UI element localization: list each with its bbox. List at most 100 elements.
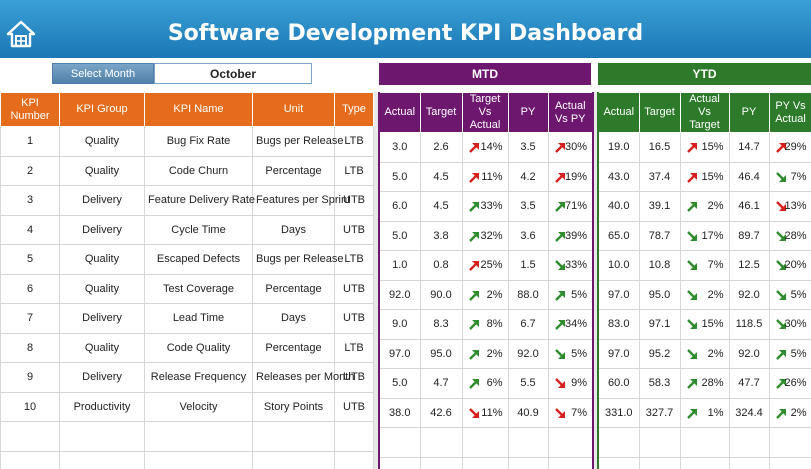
- kpi-type-cell: LTB: [334, 126, 374, 157]
- variance-cell: 5%: [547, 279, 594, 310]
- variance-cell: 20%: [768, 250, 811, 281]
- ytd-actual-cell: 40.0: [597, 191, 640, 222]
- mtd-target-cell: 95.0: [419, 338, 463, 369]
- table-row: 60.0 58.3 28% 47.7 26%: [597, 368, 811, 399]
- table-row: 5 Quality Escaped Defects Bugs per Release L…: [0, 244, 374, 275]
- arrow-up-right-icon: [468, 349, 479, 360]
- variance-cell: 5%: [547, 338, 594, 369]
- variance-cell: 33%: [461, 191, 509, 222]
- ytd-actual-cell: 19.0: [597, 132, 640, 163]
- variance-value: 25%: [480, 259, 503, 272]
- empty-cell: [597, 427, 640, 458]
- empty-cell: [638, 427, 681, 458]
- ytd-column-header: Actual Vs Target: [679, 92, 730, 133]
- kpi-name-cell: Test Coverage: [144, 273, 253, 304]
- arrow-down-right-icon: [686, 289, 697, 300]
- main-column-header: KPI Name: [144, 92, 253, 127]
- ytd-column-header: Actual: [597, 92, 640, 133]
- table-row: 43.0 37.4 15% 46.4 7%: [597, 161, 811, 192]
- variance-cell: 34%: [547, 309, 594, 340]
- arrow-down-right-icon: [554, 348, 565, 359]
- empty-row: [597, 427, 811, 458]
- kpi-type-cell: UTB: [334, 303, 374, 334]
- variance-value: 5%: [790, 288, 807, 301]
- table-row: 83.0 97.1 15% 118.5 30%: [597, 309, 811, 340]
- ytd-actual-cell: 10.0: [597, 250, 640, 281]
- arrow-up-right-icon: [554, 143, 565, 153]
- table-row: 92.0 90.0 2% 88.0 5%: [378, 279, 594, 310]
- arrow-up-right-icon: [686, 172, 697, 183]
- variance-cell: 32%: [461, 220, 509, 251]
- variance-value: 19%: [564, 170, 587, 183]
- ytd-actual-cell: 43.0: [597, 161, 640, 192]
- variance-cell: 2%: [461, 338, 509, 369]
- kpi-number-cell: 7: [0, 303, 60, 334]
- main-column-header: KPI Group: [59, 92, 145, 127]
- table-row: 10 Productivity Velocity Story Points UTB: [0, 391, 374, 422]
- variance-cell: 28%: [768, 220, 811, 251]
- arrow-down-right-icon: [686, 319, 697, 329]
- ytd-target-cell: 37.4: [638, 161, 681, 192]
- variance-value: 13%: [784, 200, 807, 213]
- table-row: 6.0 4.5 33% 3.5 71%: [378, 191, 594, 222]
- home-icon[interactable]: [6, 20, 36, 48]
- mtd-target-cell: 4.5: [419, 191, 463, 222]
- table-row: 38.0 42.6 11% 40.9 7%: [378, 397, 594, 428]
- table-row: 1 Quality Bug Fix Rate Bugs per Release LTB: [0, 126, 374, 157]
- kpi-type-cell: UTB: [334, 273, 374, 304]
- table-row: 4 Delivery Cycle Time Days UTB: [0, 214, 374, 245]
- ytd-target-cell: 95.0: [638, 279, 681, 310]
- mtd-actual-cell: 6.0: [378, 191, 421, 222]
- variance-value: 15%: [701, 170, 724, 183]
- kpi-group-cell: Quality: [59, 126, 145, 157]
- mtd-py-cell: 3.5: [507, 191, 549, 222]
- kpi-group-cell: Delivery: [59, 303, 145, 334]
- variance-cell: 71%: [547, 191, 594, 222]
- variance-value: 28%: [784, 229, 807, 242]
- variance-value: 32%: [480, 229, 503, 242]
- variance-value: 5%: [571, 288, 587, 301]
- variance-cell: 30%: [768, 309, 811, 340]
- kpi-unit-cell: Features per Sprint: [252, 185, 350, 216]
- variance-cell: 29%: [768, 132, 811, 163]
- empty-cell: [679, 456, 730, 469]
- ytd-py-cell: 89.7: [728, 220, 770, 251]
- empty-cell: [597, 456, 640, 469]
- variance-value: 2%: [707, 347, 724, 360]
- ytd-band: YTD: [598, 63, 811, 85]
- kpi-number-cell: 6: [0, 273, 60, 304]
- mtd-actual-cell: 38.0: [378, 397, 421, 428]
- table-row: 6 Quality Test Coverage Percentage UTB: [0, 273, 374, 304]
- mtd-target-cell: 4.7: [419, 368, 463, 399]
- variance-cell: 19%: [547, 161, 594, 192]
- empty-row: [597, 456, 811, 469]
- ytd-column-header: PY: [728, 92, 770, 133]
- kpi-number-cell: 3: [0, 185, 60, 216]
- variance-cell: 2%: [679, 191, 730, 222]
- table-row: 5.0 4.7 6% 5.5 9%: [378, 368, 594, 399]
- variance-cell: 39%: [547, 220, 594, 251]
- arrow-up-right-icon: [554, 290, 565, 301]
- month-dropdown[interactable]: October: [154, 63, 312, 84]
- kpi-number-cell: 4: [0, 214, 60, 245]
- variance-value: 14%: [480, 141, 503, 154]
- kpi-unit-cell: Days: [252, 214, 335, 245]
- mtd-actual-cell: 5.0: [378, 368, 421, 399]
- table-separator: [592, 92, 597, 469]
- variance-value: 28%: [701, 377, 724, 390]
- ytd-py-cell: 47.7: [728, 368, 770, 399]
- mtd-actual-cell: 5.0: [378, 161, 421, 192]
- variance-cell: 28%: [679, 368, 730, 399]
- mtd-actual-cell: 5.0: [378, 220, 421, 251]
- arrow-down-right-icon: [775, 171, 786, 182]
- table-row: 97.0 95.2 2% 92.0 5%: [597, 338, 811, 369]
- variance-value: 7%: [790, 170, 807, 183]
- empty-cell: [547, 456, 594, 469]
- empty-cell: [461, 456, 509, 469]
- variance-value: 11%: [481, 170, 503, 183]
- select-month-label: Select Month: [52, 63, 154, 84]
- ytd-column-header: Target: [638, 92, 681, 133]
- variance-cell: 1%: [679, 397, 730, 428]
- variance-value: 15%: [701, 318, 724, 331]
- arrow-down-right-icon: [775, 260, 786, 270]
